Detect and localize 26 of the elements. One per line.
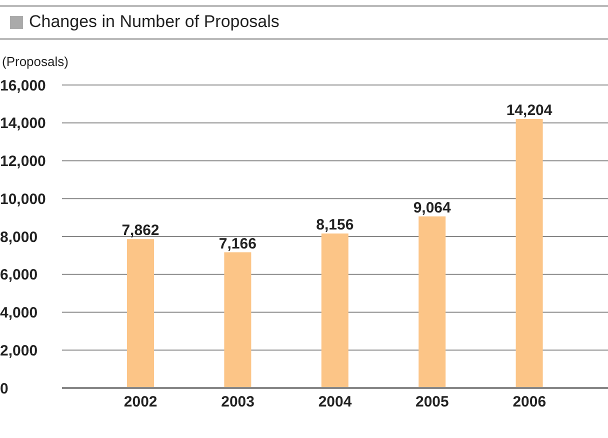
y-tick-label: 16,000 [0, 77, 46, 94]
data-label: 8,156 [316, 216, 354, 234]
data-label: 14,204 [506, 102, 553, 120]
data-label: 9,064 [413, 199, 452, 216]
x-tick-label: 2005 [416, 394, 449, 411]
bar [418, 216, 446, 388]
x-tick-label: 2004 [318, 394, 352, 411]
y-tick-label: 10,000 [0, 190, 46, 208]
chart-title: Changes in Number of Proposals [29, 12, 280, 32]
bar [516, 119, 543, 388]
y-tick-label: 12,000 [0, 153, 46, 170]
y-axis-title: (Proposals) [2, 54, 68, 69]
bar [127, 239, 154, 388]
x-tick-label: 2003 [221, 394, 254, 411]
x-tick-label: 2006 [512, 394, 546, 411]
y-tick-label: 0 [0, 380, 8, 398]
data-label: 7,862 [122, 222, 160, 240]
data-label: 7,166 [218, 235, 256, 252]
y-tick-label: 4,000 [0, 304, 38, 322]
y-tick-label: 2,000 [0, 342, 38, 360]
x-tick-label: 2002 [124, 394, 158, 411]
y-tick-label: 8,000 [0, 228, 38, 246]
bar [224, 252, 252, 388]
bar [321, 234, 348, 388]
y-tick-label: 14,000 [0, 115, 46, 132]
y-tick-label: 6,000 [0, 266, 38, 284]
